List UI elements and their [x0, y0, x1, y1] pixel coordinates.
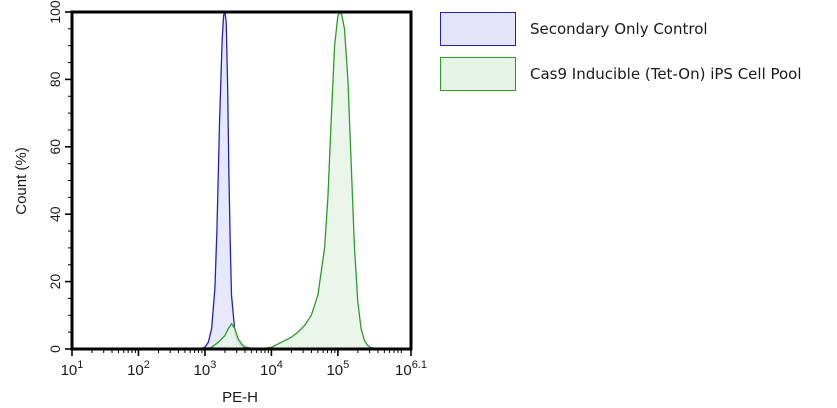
legend-label-secondary: Secondary Only Control [530, 20, 708, 38]
legend-swatch-cas9 [440, 57, 516, 91]
series-area-1 [204, 11, 386, 350]
y-tick-label: 0 [47, 345, 63, 353]
axes-layer: 0 20 40 60 80 100 101 102 103 104 105 106.1 [47, 0, 427, 379]
y-tick-label: 60 [47, 139, 63, 155]
x-tick-label: 105 [326, 359, 349, 379]
legend-swatch-secondary [440, 12, 516, 46]
x-tick-label: 106.1 [395, 359, 427, 379]
legend-label-cas9: Cas9 Inducible (Tet-On) iPS Cell Pool [530, 65, 802, 83]
y-tick-label: 100 [47, 0, 63, 24]
y-tick-label: 80 [47, 71, 63, 87]
x-tick-label: 104 [260, 359, 283, 379]
y-tick-label: 20 [47, 274, 63, 290]
x-tick-label: 102 [127, 359, 150, 379]
histogram-series-layer [197, 11, 386, 350]
x-tick-label: 103 [194, 359, 217, 379]
y-axis-label: Count (%) [13, 147, 30, 215]
x-axis-label: PE-H [222, 389, 258, 406]
plot-frame [70, 10, 413, 351]
x-tick-label: 101 [61, 359, 84, 379]
series-area-0 [197, 11, 253, 350]
y-tick-label: 40 [47, 206, 63, 222]
